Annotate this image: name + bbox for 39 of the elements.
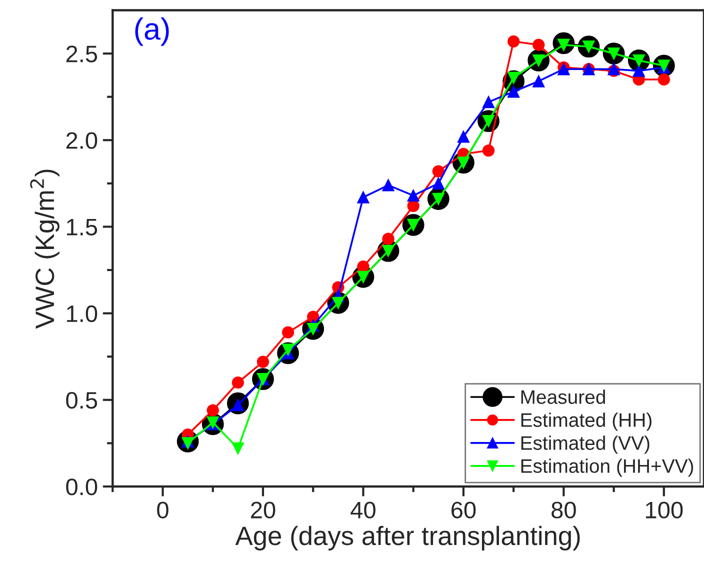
point bbox=[282, 326, 294, 338]
y-tick-label: 1.5 bbox=[67, 219, 98, 236]
legend-label: Estimated (HH) bbox=[521, 412, 652, 431]
point bbox=[432, 165, 444, 178]
point bbox=[532, 38, 545, 51]
point bbox=[432, 177, 444, 190]
point bbox=[407, 189, 420, 202]
point bbox=[482, 96, 495, 108]
point bbox=[457, 130, 470, 143]
x-tick-label: 80 bbox=[552, 502, 576, 518]
point bbox=[632, 64, 645, 77]
legend-label: Estimation (HH+VV) bbox=[521, 458, 694, 477]
y-tick-label: 0.0 bbox=[66, 478, 98, 496]
y-tick-label: 2.5 bbox=[66, 46, 98, 62]
legend-label: Estimated (VV) bbox=[521, 436, 650, 454]
point bbox=[507, 35, 520, 48]
annotation: (a) bbox=[135, 17, 169, 46]
point bbox=[206, 404, 219, 416]
point bbox=[382, 232, 394, 245]
x-tick-label: 100 bbox=[646, 502, 683, 518]
y-tick-label: 2.0 bbox=[66, 132, 98, 149]
point bbox=[232, 442, 244, 454]
y-tick-label: 1.0 bbox=[67, 305, 98, 322]
y-axis-title: VWC (Kg/m$^{2}$) bbox=[30, 170, 60, 329]
x-tick-label: 20 bbox=[251, 502, 276, 518]
x-tick-label: 0 bbox=[157, 502, 168, 518]
point bbox=[532, 75, 545, 88]
point bbox=[382, 179, 394, 192]
y-tick-label: 0.5 bbox=[66, 392, 98, 409]
point bbox=[482, 144, 495, 157]
legend-label: Measured bbox=[521, 390, 605, 404]
point bbox=[658, 73, 670, 86]
x-tick-label: 40 bbox=[350, 502, 376, 518]
x-axis-title: Age (days after transplanting) bbox=[235, 526, 580, 550]
x-tick-label: 60 bbox=[452, 502, 476, 518]
point bbox=[507, 86, 520, 98]
point bbox=[256, 356, 270, 368]
point bbox=[232, 376, 244, 389]
point bbox=[357, 191, 370, 204]
